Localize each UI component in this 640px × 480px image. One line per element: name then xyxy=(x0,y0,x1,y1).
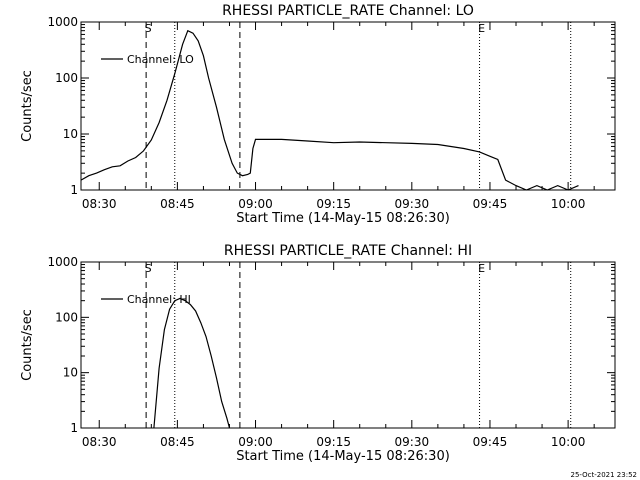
y-tick-label: 1000 xyxy=(47,255,78,269)
chart-title: RHESSI PARTICLE_RATE Channel: LO xyxy=(222,3,474,19)
plot-frame xyxy=(80,21,616,191)
y-tick-label: 1000 xyxy=(47,15,78,29)
x-tick-label: 09:00 xyxy=(238,435,273,449)
x-tick-label: 09:30 xyxy=(395,197,430,211)
y-tick-label: 1 xyxy=(70,183,78,197)
x-tick-label: 09:45 xyxy=(473,435,508,449)
chart-title: RHESSI PARTICLE_RATE Channel: HI xyxy=(224,243,472,259)
y-axis-label: Counts/sec xyxy=(20,70,35,142)
legend-label: Channel: HI xyxy=(127,293,191,306)
x-tick-label: 09:15 xyxy=(316,435,351,449)
x-tick-label: 09:30 xyxy=(395,435,430,449)
annotation-S: S xyxy=(145,262,152,275)
x-tick-label: 10:00 xyxy=(551,435,586,449)
chart-panel-1: RHESSI PARTICLE_RATE Channel: HI 08:30 08:… xyxy=(20,243,616,464)
y-tick-label: 100 xyxy=(55,310,78,324)
legend-label: Channel: LO xyxy=(127,53,194,66)
y-tick-label: 1 xyxy=(70,421,78,435)
x-tick-label: 08:30 xyxy=(82,435,117,449)
x-axis-label: Start Time (14-May-15 08:26:30) xyxy=(236,211,450,226)
x-tick-label: 08:30 xyxy=(82,197,117,211)
y-axis-label: Counts/sec xyxy=(20,309,35,381)
y-tick-label: 10 xyxy=(63,366,78,380)
chart-panel-0: RHESSI PARTICLE_RATE Channel: LO 08:30 08:… xyxy=(20,3,616,226)
x-tick-label: 08:45 xyxy=(160,197,195,211)
annotation-S: S xyxy=(145,22,152,35)
timestamp-label: 25-Oct-2021 23:52 xyxy=(571,471,637,479)
y-tick-label: 10 xyxy=(63,127,78,141)
x-tick-label: 10:00 xyxy=(551,197,586,211)
x-tick-label: 09:15 xyxy=(316,197,351,211)
x-tick-label: 08:45 xyxy=(160,435,195,449)
series-line-0 xyxy=(153,297,231,429)
plot-frame xyxy=(80,261,616,429)
series-line-0 xyxy=(80,29,579,191)
x-axis-label: Start Time (14-May-15 08:26:30) xyxy=(236,449,450,464)
x-tick-label: 09:00 xyxy=(238,197,273,211)
annotation-E: E xyxy=(478,22,485,35)
y-tick-label: 100 xyxy=(55,71,78,85)
x-tick-label: 09:45 xyxy=(473,197,508,211)
annotation-E: E xyxy=(478,262,485,275)
